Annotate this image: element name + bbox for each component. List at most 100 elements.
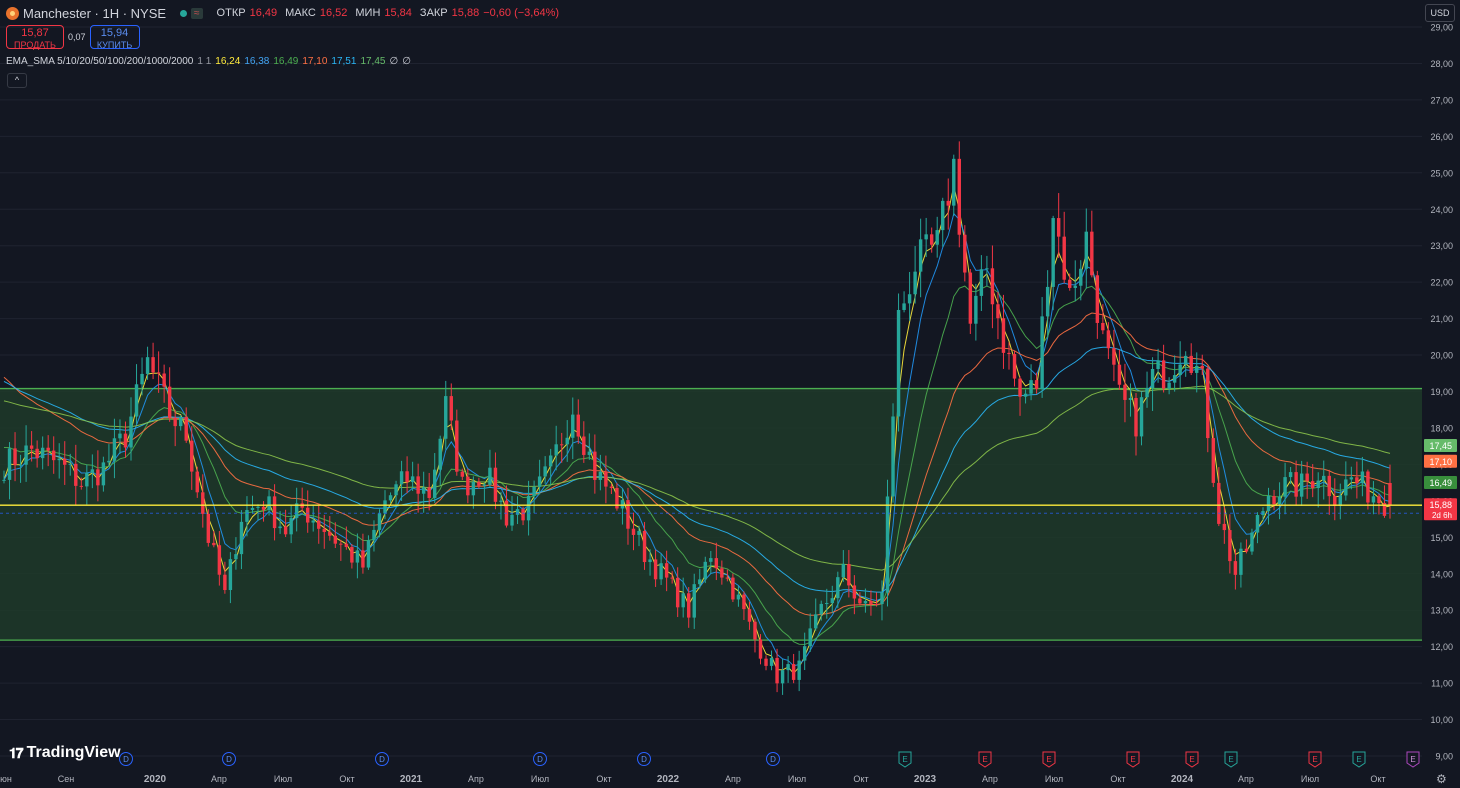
candle[interactable] — [670, 571, 674, 584]
candle[interactable] — [29, 431, 34, 462]
candle[interactable] — [272, 484, 277, 541]
candle[interactable] — [653, 549, 658, 587]
candle[interactable] — [212, 530, 216, 548]
symbol-title[interactable]: Manchester · 1H · NYSE — [23, 5, 167, 21]
candle[interactable] — [13, 432, 17, 482]
candle[interactable] — [576, 399, 580, 444]
candle[interactable] — [79, 477, 84, 490]
candle[interactable] — [703, 556, 707, 584]
candle[interactable] — [1139, 392, 1144, 446]
candle[interactable] — [477, 477, 481, 489]
candle[interactable] — [913, 246, 917, 304]
candle[interactable] — [648, 549, 652, 576]
candle[interactable] — [1134, 393, 1138, 456]
candle[interactable] — [1189, 343, 1193, 376]
candle[interactable] — [1244, 539, 1249, 554]
candle[interactable] — [173, 409, 177, 447]
candle[interactable] — [96, 450, 100, 502]
candle[interactable] — [46, 435, 50, 467]
candle[interactable] — [571, 397, 575, 460]
gear-icon[interactable]: ⚙ — [1436, 772, 1447, 786]
candle[interactable] — [68, 453, 72, 476]
candle[interactable] — [764, 655, 768, 671]
candle[interactable] — [190, 426, 194, 490]
candle[interactable] — [946, 178, 950, 230]
earnings-marker[interactable]: E — [1224, 751, 1238, 768]
candle[interactable] — [156, 351, 161, 393]
candle[interactable] — [896, 293, 901, 432]
candle[interactable] — [593, 434, 597, 494]
candle[interactable] — [372, 520, 376, 552]
candle[interactable] — [184, 407, 188, 443]
candle[interactable] — [924, 217, 928, 258]
dividend-marker[interactable]: D — [533, 752, 547, 766]
candle[interactable] — [609, 484, 614, 494]
candle[interactable] — [996, 291, 1000, 340]
candle[interactable] — [388, 492, 393, 503]
candle[interactable] — [1228, 514, 1232, 574]
candle[interactable] — [294, 487, 299, 532]
candle[interactable] — [410, 461, 415, 492]
candle[interactable] — [974, 283, 978, 341]
candle[interactable] — [471, 476, 476, 509]
candle[interactable] — [427, 473, 431, 511]
earnings-marker[interactable]: E — [1126, 751, 1140, 768]
candle[interactable] — [1172, 355, 1177, 392]
candle[interactable] — [416, 463, 420, 513]
candle[interactable] — [311, 504, 315, 532]
candle[interactable] — [736, 585, 741, 607]
candle[interactable] — [167, 367, 172, 422]
candle[interactable] — [1068, 273, 1072, 291]
candle[interactable] — [1382, 485, 1387, 518]
candle[interactable] — [283, 509, 288, 538]
candle[interactable] — [112, 418, 117, 479]
candle[interactable] — [548, 448, 553, 485]
candle[interactable] — [1150, 357, 1155, 411]
candle[interactable] — [825, 588, 829, 619]
candle[interactable] — [1012, 351, 1017, 387]
candle[interactable] — [1167, 377, 1171, 395]
candle[interactable] — [1029, 364, 1033, 401]
candle[interactable] — [118, 419, 122, 454]
candle[interactable] — [1349, 466, 1354, 490]
earnings-marker[interactable]: E — [1352, 751, 1366, 768]
candle[interactable] — [598, 454, 603, 491]
candle[interactable] — [151, 342, 155, 380]
candle[interactable] — [217, 530, 222, 586]
candle[interactable] — [140, 357, 144, 396]
candle[interactable] — [333, 522, 338, 549]
dividend-marker[interactable]: D — [375, 752, 389, 766]
earnings-marker[interactable]: E — [978, 751, 992, 768]
candle[interactable] — [532, 480, 536, 514]
candle[interactable] — [847, 550, 851, 598]
candle[interactable] — [1211, 428, 1216, 488]
candle[interactable] — [1106, 322, 1111, 359]
candle[interactable] — [256, 504, 260, 521]
candle[interactable] — [1255, 512, 1260, 544]
candle[interactable] — [515, 496, 520, 525]
indicator-legend[interactable]: EMA_SMA 5/10/20/50/100/200/1000/2000 1 1… — [6, 56, 411, 67]
ema-200-line[interactable] — [3, 385, 1391, 571]
candle[interactable] — [162, 364, 166, 403]
candle[interactable] — [1239, 542, 1243, 588]
earnings-marker[interactable]: E — [1185, 751, 1199, 768]
candle[interactable] — [742, 591, 746, 620]
candle[interactable] — [786, 656, 790, 683]
candle[interactable] — [1344, 461, 1348, 501]
candle[interactable] — [565, 420, 569, 462]
candle[interactable] — [836, 571, 840, 609]
candle[interactable] — [1023, 389, 1028, 404]
candle[interactable] — [869, 590, 873, 616]
candle[interactable] — [63, 441, 67, 485]
candle[interactable] — [1360, 456, 1365, 497]
candle[interactable] — [968, 269, 973, 334]
candle[interactable] — [432, 453, 437, 503]
candle[interactable] — [819, 600, 823, 621]
candle[interactable] — [51, 436, 56, 474]
candle[interactable] — [985, 255, 989, 287]
candle[interactable] — [449, 383, 453, 431]
candle[interactable] — [554, 425, 558, 471]
candle[interactable] — [1322, 460, 1326, 500]
candle[interactable] — [858, 592, 862, 606]
